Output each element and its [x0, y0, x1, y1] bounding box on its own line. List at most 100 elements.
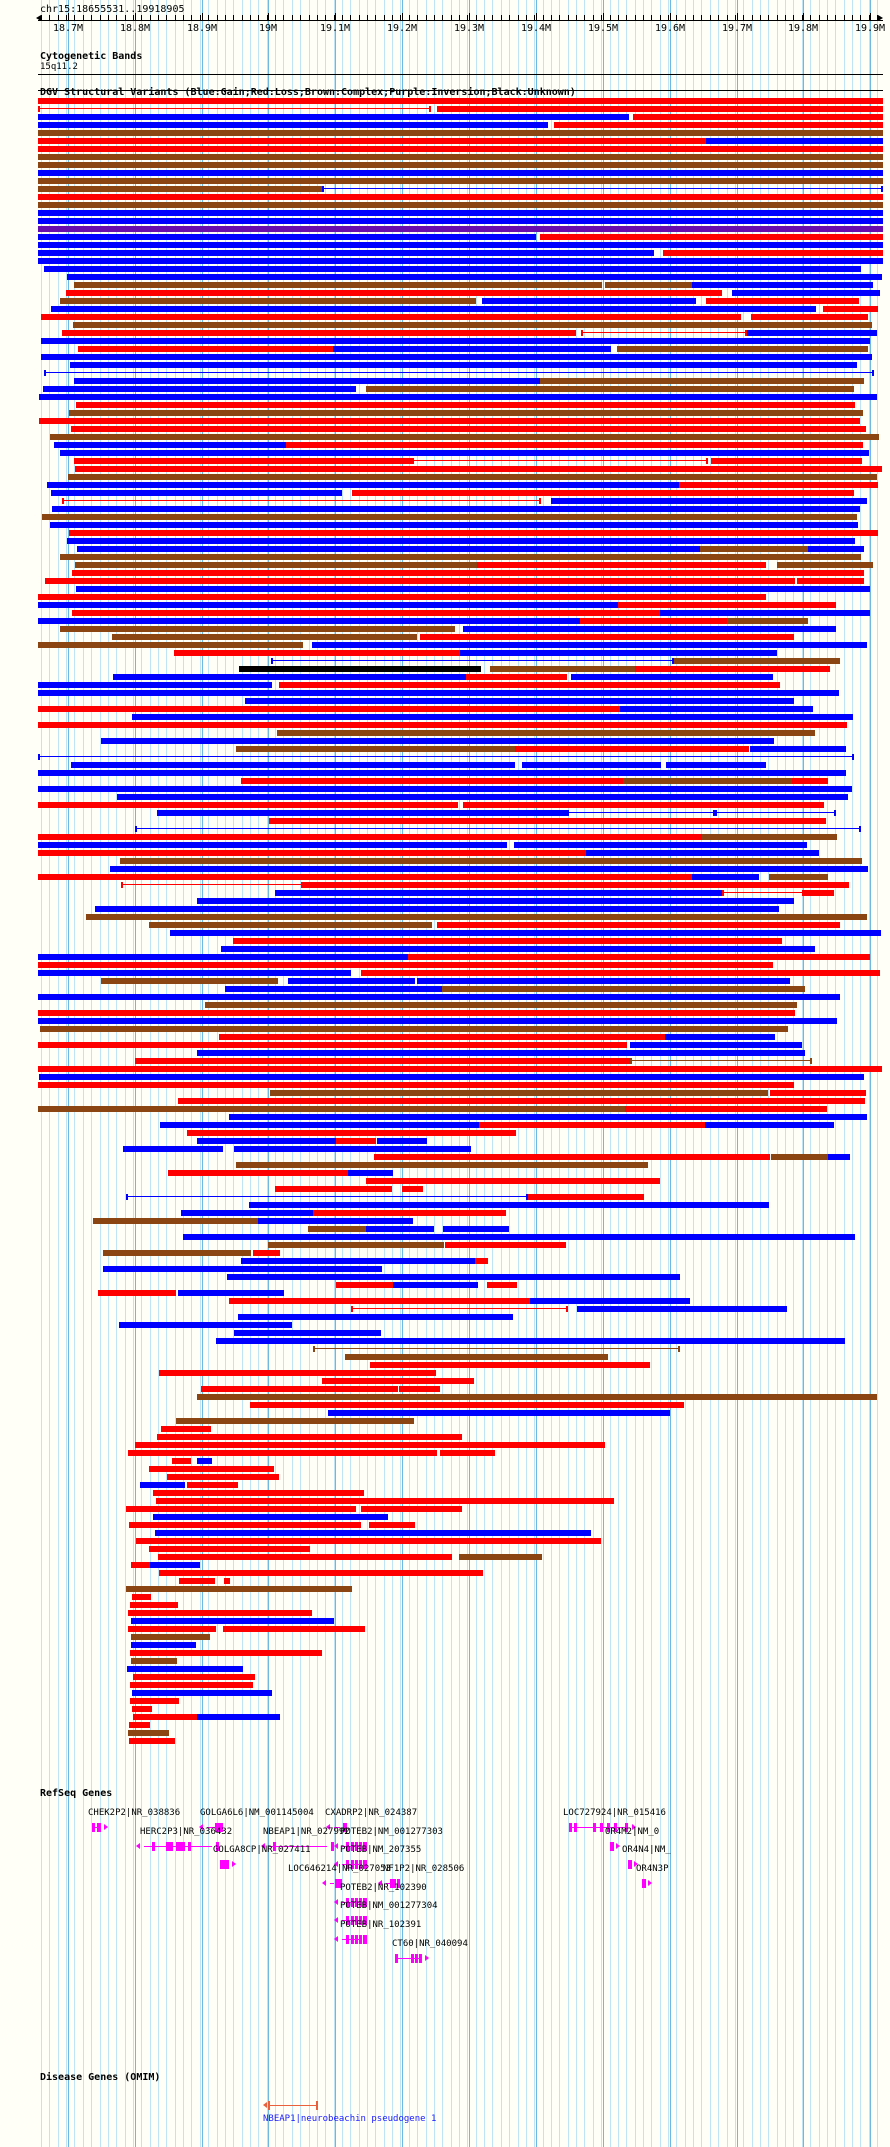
dgv-variant-bar[interactable] — [47, 482, 680, 488]
dgv-variant-bar[interactable] — [440, 1450, 496, 1456]
dgv-variant-bar[interactable] — [248, 1202, 770, 1208]
dgv-variant-bar[interactable] — [38, 756, 854, 757]
dgv-variant-bar[interactable] — [706, 138, 883, 144]
dgv-variant-bar[interactable] — [173, 650, 460, 656]
dgv-variant-bar[interactable] — [140, 1482, 186, 1488]
dgv-variant-bar[interactable] — [38, 954, 408, 960]
dgv-variant-bar[interactable] — [475, 1258, 489, 1264]
dgv-variant-bar[interactable] — [148, 1546, 310, 1552]
gene-model[interactable] — [136, 1841, 219, 1853]
gene-label[interactable]: LOC727924|NR_015416 — [563, 1808, 666, 1818]
gene-model[interactable] — [334, 1841, 367, 1853]
dgv-variant-bar[interactable] — [401, 1242, 445, 1248]
dgv-variant-bar[interactable] — [38, 682, 273, 688]
dgv-variant-bar[interactable] — [41, 338, 871, 344]
dgv-variant-bar[interactable] — [77, 346, 333, 352]
dgv-variant-bar[interactable] — [128, 1450, 437, 1456]
dgv-variant-bar[interactable] — [732, 290, 881, 296]
dgv-variant-bar[interactable] — [393, 1282, 479, 1288]
dgv-variant-bar[interactable] — [38, 842, 508, 848]
dgv-variant-bar[interactable] — [149, 1466, 275, 1472]
dgv-variant-bar[interactable] — [218, 1034, 449, 1040]
dgv-variant-bar[interactable] — [337, 170, 883, 176]
dgv-variant-bar[interactable] — [236, 746, 515, 752]
dgv-variant-bar[interactable] — [157, 1434, 463, 1440]
dgv-variant-bar[interactable] — [366, 386, 854, 392]
gene-label[interactable]: POTEB|NM_207355 — [340, 1845, 422, 1855]
dgv-variant-bar[interactable] — [38, 226, 883, 232]
dgv-variant-bar[interactable] — [126, 1506, 356, 1512]
gene-model[interactable] — [606, 1841, 620, 1853]
dgv-variant-bar[interactable] — [175, 1418, 414, 1424]
dgv-variant-bar[interactable] — [531, 930, 881, 936]
dgv-variant-bar[interactable] — [481, 298, 696, 304]
gene-label[interactable]: CHEK2P2|NR_038836 — [88, 1808, 181, 1818]
dgv-variant-bar[interactable] — [38, 170, 338, 176]
dgv-variant-bar[interactable] — [74, 458, 413, 464]
dgv-variant-bar[interactable] — [721, 986, 806, 992]
dgv-variant-bar[interactable] — [150, 1562, 200, 1568]
dgv-variant-bar[interactable] — [465, 674, 567, 680]
dgv-variant-bar[interactable] — [44, 578, 532, 584]
gene-label[interactable]: HERC2P3|NR_036432 — [140, 1827, 233, 1837]
dgv-variant-bar[interactable] — [130, 1562, 151, 1568]
dgv-variant-bar[interactable] — [721, 602, 837, 608]
dgv-variant-bar[interactable] — [50, 434, 879, 440]
dgv-variant-bar[interactable] — [705, 298, 859, 304]
dgv-variant-bar[interactable] — [38, 618, 580, 624]
dgv-variant-bar[interactable] — [519, 130, 883, 136]
dgv-variant-bar[interactable] — [279, 682, 781, 688]
dgv-variant-bar[interactable] — [70, 762, 515, 768]
dgv-variant-bar[interactable] — [138, 1730, 169, 1736]
gene-model[interactable] — [334, 1897, 367, 1909]
dgv-variant-bar[interactable] — [38, 250, 654, 256]
dgv-variant-bar[interactable] — [514, 746, 750, 752]
dgv-variant-bar[interactable] — [335, 1138, 377, 1144]
dgv-variant-bar[interactable] — [38, 202, 883, 208]
dgv-variant-bar[interactable] — [493, 962, 773, 968]
dgv-variant-bar[interactable] — [69, 362, 857, 368]
dgv-variant-bar[interactable] — [527, 162, 883, 168]
dgv-variant-bar[interactable] — [361, 1506, 462, 1512]
dgv-variant-bar[interactable] — [252, 1250, 280, 1256]
dgv-variant-bar[interactable] — [238, 1314, 369, 1320]
dgv-variant-bar[interactable] — [702, 834, 838, 840]
dgv-variant-bar[interactable] — [70, 426, 866, 432]
dgv-variant-bar[interactable] — [352, 490, 855, 496]
dgv-variant-bar[interactable] — [131, 714, 499, 720]
dgv-variant-bar[interactable] — [112, 674, 466, 680]
dgv-variant-bar[interactable] — [630, 1042, 803, 1048]
dgv-variant-bar[interactable] — [632, 114, 883, 120]
dgv-variant-bar[interactable] — [623, 778, 792, 784]
dgv-variant-bar[interactable] — [127, 1730, 139, 1736]
dgv-variant-bar[interactable] — [158, 1554, 452, 1560]
dgv-variant-bar[interactable] — [499, 714, 854, 720]
dgv-variants-track[interactable] — [0, 98, 890, 1746]
dgv-variant-bar[interactable] — [650, 1082, 795, 1088]
dgv-variant-bar[interactable] — [373, 1154, 771, 1160]
dgv-variant-bar[interactable] — [73, 322, 873, 328]
dgv-variant-bar[interactable] — [38, 770, 479, 776]
dgv-variant-bar[interactable] — [38, 850, 586, 856]
dgv-variant-bar[interactable] — [186, 1130, 517, 1136]
dgv-variant-bar[interactable] — [130, 1642, 196, 1648]
dgv-variant-bar[interactable] — [514, 842, 807, 848]
dgv-variant-bar[interactable] — [38, 218, 883, 224]
dgv-variant-bar[interactable] — [407, 1258, 476, 1264]
dgv-variant-bar[interactable] — [224, 986, 443, 992]
dgv-variant-bar[interactable] — [691, 874, 759, 880]
gene-model[interactable] — [334, 1915, 367, 1927]
dgv-variant-bar[interactable] — [368, 1314, 514, 1320]
gene-model[interactable] — [326, 1822, 347, 1834]
dgv-variant-bar[interactable] — [38, 130, 520, 136]
dgv-variant-bar[interactable] — [238, 666, 482, 672]
genome-ruler[interactable]: chr15:18655531..19918905 18.7M 18.8M 18.9M… — [0, 0, 890, 52]
dgv-variant-bar[interactable] — [38, 642, 304, 648]
dgv-variant-bar[interactable] — [487, 1282, 518, 1288]
gene-label[interactable]: OR4M2|NM_0 — [605, 1827, 660, 1837]
dgv-variant-bar[interactable] — [311, 354, 872, 360]
dgv-variant-bar[interactable] — [131, 1594, 152, 1600]
gene-model[interactable] — [88, 1822, 108, 1834]
dgv-variant-bar[interactable] — [59, 626, 455, 632]
dgv-variant-bar[interactable] — [38, 602, 618, 608]
